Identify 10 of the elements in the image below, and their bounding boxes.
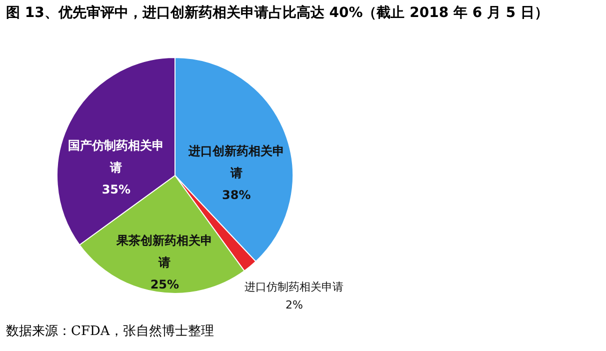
data-label: 2% — [286, 298, 303, 312]
slice-label: 进口创新药相关申请 — [187, 144, 284, 180]
slice-label: 国产仿制药相关申请 — [68, 138, 164, 175]
data-label: 25% — [150, 278, 180, 292]
source-note: 数据来源：CFDA，张自然博士整理 — [6, 323, 214, 340]
chart-title: 图 13、优先审评中，进口创新药相关申请占比高达 40%（截止 2018 年 6 月 5 日） — [6, 4, 548, 22]
slice-label: 进口仿制药相关申请 — [244, 280, 344, 294]
slice-label: 果茶创新药相关申请 — [116, 234, 213, 270]
data-label: 38% — [222, 188, 251, 202]
data-label: 35% — [102, 182, 131, 197]
